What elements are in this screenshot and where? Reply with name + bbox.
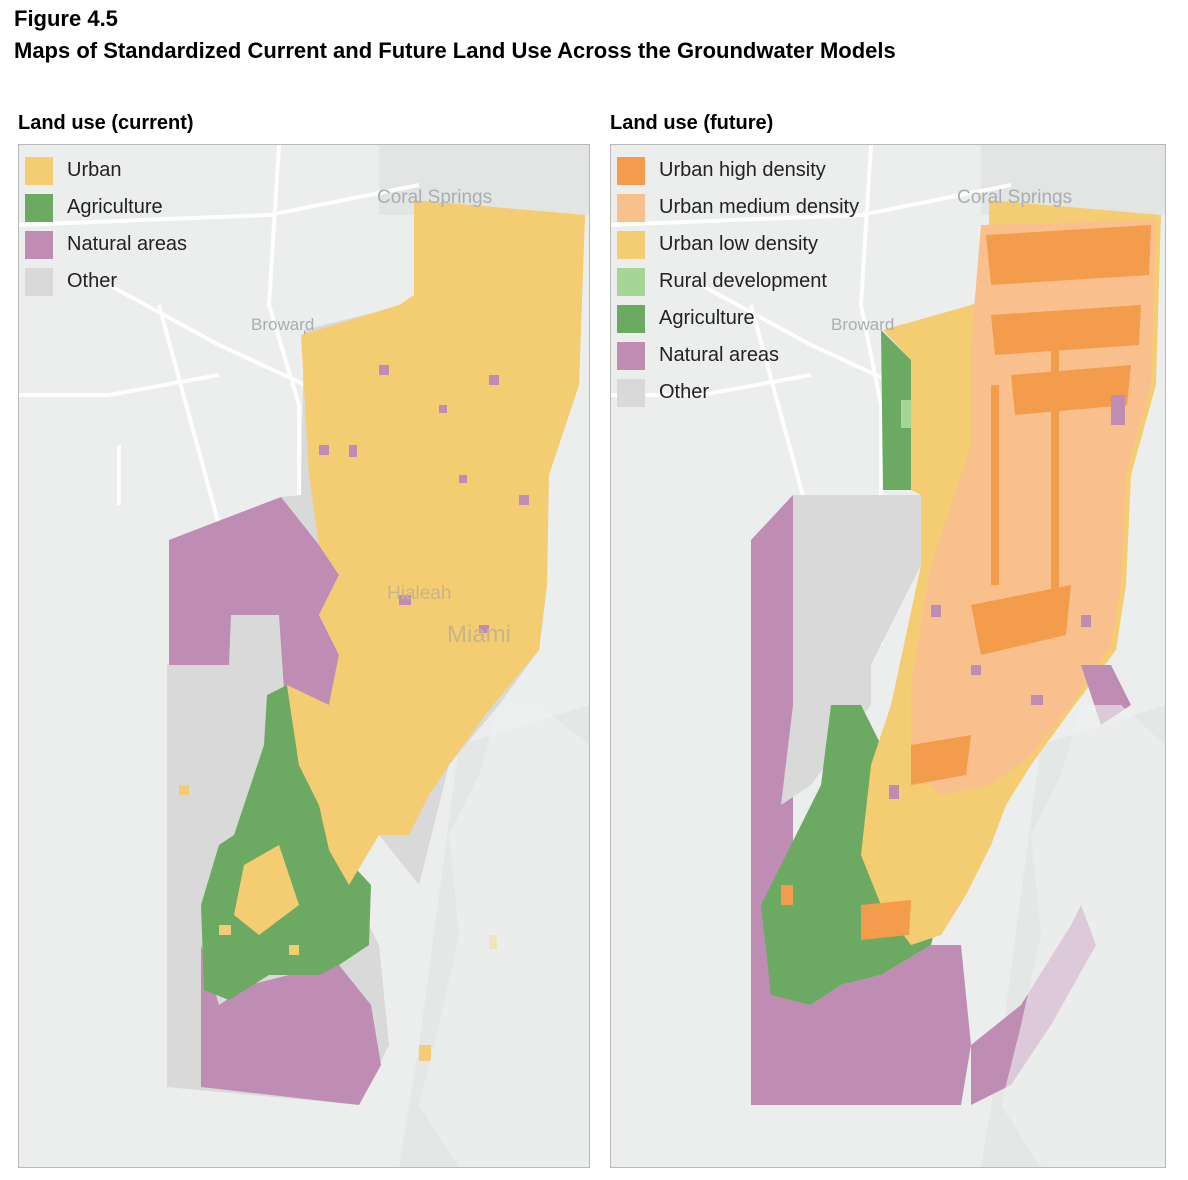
legend-swatch (617, 157, 645, 185)
place-label-coral-springs: Coral Springs (377, 187, 493, 208)
legend-swatch (617, 305, 645, 333)
legend-swatch (25, 231, 53, 259)
legend-label: Urban (67, 159, 122, 181)
place-label-miami: Miami (447, 621, 511, 648)
legend-label: Urban medium density (659, 196, 860, 218)
legend-swatch (25, 157, 53, 185)
panel-title-current: Land use (current) (18, 112, 194, 134)
map-canvas-future (611, 145, 1165, 1167)
legend-swatch (25, 194, 53, 222)
legend-label: Agriculture (659, 307, 755, 329)
legend-label: Natural areas (659, 344, 780, 366)
legend-label: Urban low density (659, 233, 818, 255)
legend-label: Urban high density (659, 159, 826, 181)
figure-label: Figure 4.5 (14, 6, 118, 31)
map-current: Urban Agriculture Natural areas Other Co… (18, 144, 590, 1168)
map-canvas-current (19, 145, 589, 1167)
legend-label: Rural development (659, 270, 827, 292)
legend-swatch (617, 268, 645, 296)
map-future: Urban high density Urban medium density … (610, 144, 1166, 1168)
legend-swatch (617, 231, 645, 259)
figure-title: Maps of Standardized Current and Future … (14, 38, 896, 63)
place-label-broward: Broward (831, 315, 895, 334)
legend-swatch (617, 194, 645, 222)
place-label-coral-springs: Coral Springs (957, 187, 1073, 208)
legend-swatch (617, 379, 645, 407)
place-label-hialeah: Hialeah (387, 583, 452, 604)
place-label-broward: Broward (251, 315, 315, 334)
legend-label: Other (67, 270, 118, 292)
legend-label: Other (659, 381, 710, 403)
legend-label: Natural areas (67, 233, 188, 255)
legend-swatch (617, 342, 645, 370)
legend-swatch (25, 268, 53, 296)
panel-title-future: Land use (future) (610, 112, 774, 134)
legend-label: Agriculture (67, 196, 163, 218)
